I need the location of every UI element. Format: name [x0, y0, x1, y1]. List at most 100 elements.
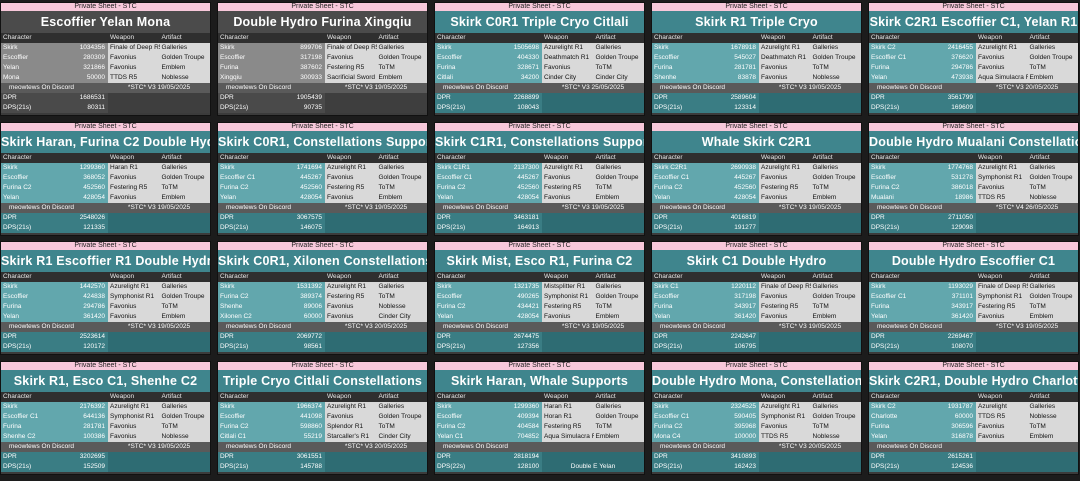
character-artifact: ToTM — [593, 183, 644, 193]
character-row: Escoffier C1 376620 Favonius Golden Troupe — [869, 53, 1078, 63]
sheet-card: Private Sheet - STC Double Hydro Escoffie… — [868, 241, 1079, 355]
discord-credit: meowtews On Discord — [660, 443, 726, 450]
damage-column-header — [285, 153, 325, 163]
character-row: Furina C2 452560 Festering R5 ToTM — [652, 183, 861, 193]
weapon-column-header: Weapon — [110, 393, 135, 400]
character-row: Skirk 1966374 Azurelight R1 Galleries — [218, 402, 427, 412]
version-stamp: *STC* V3 19/05/2025 — [561, 323, 625, 330]
character-row: Escoffier 280309 Favonius Golden Troupe — [1, 53, 210, 63]
sheet-header: Private Sheet - STC — [435, 3, 644, 11]
character-damage: 490265 — [502, 292, 542, 302]
sheet-header: Private Sheet - STC — [1, 362, 210, 370]
character-weapon: Favonius — [325, 302, 377, 312]
character-weapon: Favonius — [325, 312, 377, 322]
character-artifact: Golden Troupe — [376, 53, 427, 63]
character-damage: 371101 — [936, 292, 976, 302]
character-artifact: ToTM — [810, 302, 861, 312]
artifact-column-header: Artifact — [595, 34, 616, 41]
character-weapon: Azurelight R1 — [976, 43, 1028, 53]
column-header-row: Character Weapon Artifact — [652, 392, 861, 402]
character-weapon: Favonius — [108, 422, 160, 432]
character-row: Skirk C2R1 2690938 Azurelight R1 Galleries — [652, 163, 861, 173]
character-column-header: Character — [3, 273, 32, 280]
character-name: Furina C2 — [652, 183, 720, 193]
sheet-card: Private Sheet - STC Skirk R1 Triple Cryo C… — [651, 2, 862, 116]
dps-value: 98561 — [285, 342, 325, 352]
dpr-value: 2268899 — [502, 93, 542, 103]
sheet-title: Skirk Haran, Whale Supports — [435, 370, 644, 392]
dps-value: 129098 — [936, 223, 976, 233]
version-stamp: *STC* V3 19/05/2025 — [995, 323, 1059, 330]
dpr-row: DPR 3410893 — [652, 452, 861, 462]
character-row: Escoffier 409394 Horan R1 Golden Troupe — [435, 412, 644, 422]
character-column-header: Character — [220, 273, 249, 280]
sheet-header: Private Sheet - STC — [218, 362, 427, 370]
character-row: Escoffier C1 644136 Symphonist R1 Golden Tr… — [1, 412, 210, 422]
sheet-header: Private Sheet - STC — [652, 123, 861, 131]
sheet-title: Skirk C0R1, Xilonen Constellations — [218, 250, 427, 272]
dpr-label: DPR — [218, 93, 286, 103]
character-artifact: ToTM — [376, 292, 427, 302]
character-name: Escoffier — [435, 412, 503, 422]
character-name: Skirk C2 — [869, 43, 937, 53]
character-row: Furina C2 452560 Festering R5 ToTM — [1, 183, 210, 193]
character-name: Furina C2 — [435, 302, 503, 312]
sheet-header: Private Sheet - STC — [1, 242, 210, 250]
version-stamp — [542, 442, 644, 452]
character-artifact: Emblem — [810, 312, 861, 322]
dps-label: DPS(21s) — [652, 342, 720, 352]
character-artifact: Golden Troupe — [593, 53, 644, 63]
character-name: Mualani — [869, 193, 937, 203]
dpr-value: 3067575 — [285, 213, 325, 223]
character-row: Escoffier C1 445267 Favonius Golden Troupe — [218, 173, 427, 183]
extra-note — [759, 342, 861, 352]
character-artifact: ToTM — [376, 63, 427, 73]
character-artifact: Cinder City — [376, 432, 427, 442]
artifact-column-header: Artifact — [378, 34, 399, 41]
character-artifact: ToTM — [1027, 183, 1078, 193]
sheet-card: Private Sheet - STC Double Hydro Mualani … — [868, 122, 1079, 236]
character-weapon: Favonius — [108, 173, 160, 183]
character-artifact: Emblem — [593, 312, 644, 322]
character-name: Shenhe — [218, 302, 286, 312]
character-weapon: Favonius — [759, 292, 811, 302]
character-row: Skirk C1 1220112 Finale of Deep R5 Gallerie… — [652, 282, 861, 292]
damage-column-header — [502, 272, 542, 282]
version-stamp: *STC* V3 20/05/2025 — [344, 323, 408, 330]
column-header-row: Character Weapon Artifact — [1, 33, 210, 43]
character-row: Skirk 1678918 Azurelight R1 Galleries — [652, 43, 861, 53]
character-column-header: Character — [437, 393, 466, 400]
character-row: Yelan 361420 Favonius Emblem — [1, 312, 210, 322]
character-row: Furina 294786 Favonius ToTM — [869, 63, 1078, 73]
sheet-title: Skirk C1R1, Constellations Support — [435, 131, 644, 153]
dpr-row: DPR 2268899 — [435, 93, 644, 103]
character-row: Escoffier 404330 Deathmatch R1 Golden Troup… — [435, 53, 644, 63]
character-name: Yelan C1 — [435, 432, 503, 442]
character-artifact: Emblem — [593, 193, 644, 203]
character-damage: 899706 — [285, 43, 325, 53]
dps-label: DPS(21s) — [869, 223, 937, 233]
damage-column-header — [502, 392, 542, 402]
discord-credit: meowtews On Discord — [443, 323, 509, 330]
character-row: Skirk C2 2416455 Azurelight R1 Galleries — [869, 43, 1078, 53]
character-weapon: Favonius — [108, 432, 160, 442]
character-name: Citlali — [435, 73, 503, 83]
version-stamp: *STC* V3 19/05/2025 — [344, 84, 408, 91]
dpr-value: 2069772 — [285, 332, 325, 342]
character-name: Charlotte — [869, 412, 937, 422]
character-name: Escoffier — [218, 53, 286, 63]
dpr-label: DPR — [869, 93, 937, 103]
character-weapon: Azurelight R1 — [108, 402, 160, 412]
character-damage: 1442570 — [68, 282, 108, 292]
character-name: Furina — [869, 302, 937, 312]
character-damage: 704852 — [502, 432, 542, 442]
character-artifact: Emblem — [1027, 312, 1078, 322]
artifact-column-header: Artifact — [161, 34, 182, 41]
extra-note — [976, 103, 1078, 113]
sheet-card: Private Sheet - STC Skirk Haran, Furina C… — [0, 122, 211, 236]
character-column-header: Character — [871, 273, 900, 280]
character-row: Skirk 2324525 Azurelight R1 Galleries — [652, 402, 861, 412]
discord-credit: meowtews On Discord — [226, 84, 292, 91]
dpr-row: DPR 1905439 — [218, 93, 427, 103]
column-header-row: Character Weapon Artifact — [218, 392, 427, 402]
